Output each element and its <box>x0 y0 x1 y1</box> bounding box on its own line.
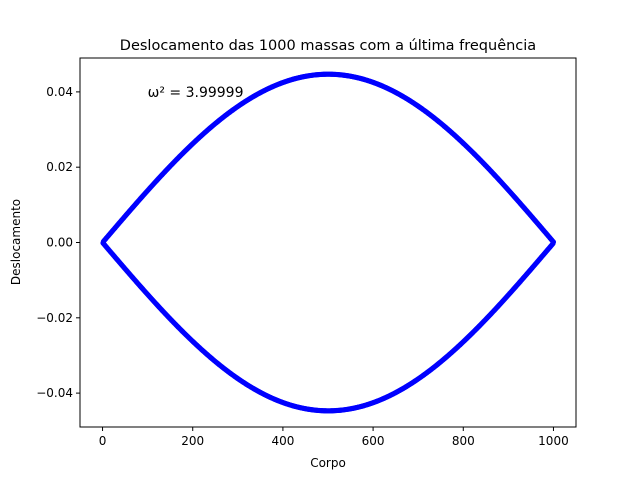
y-tick-label: 0.02 <box>46 160 73 174</box>
x-tick-label: 800 <box>452 434 475 448</box>
x-tick-label: 600 <box>362 434 385 448</box>
y-tick-label: −0.02 <box>36 311 73 325</box>
x-axis-label: Corpo <box>310 456 346 470</box>
y-tick-label: 0.00 <box>46 236 73 250</box>
x-axis: 0 200 400 600 800 1000 <box>99 427 569 448</box>
x-tick-label: 200 <box>181 434 204 448</box>
y-tick-label: −0.04 <box>36 386 73 400</box>
x-tick-label: 0 <box>99 434 107 448</box>
x-tick-label: 1000 <box>538 434 569 448</box>
chart-title: Deslocamento das 1000 massas com a últim… <box>120 38 536 54</box>
omega-annotation: ω² = 3.99999 <box>148 85 244 101</box>
y-axis-label: Deslocamento <box>9 199 23 285</box>
y-axis: −0.04 −0.02 0.00 0.02 0.04 <box>36 85 80 400</box>
data-point <box>550 239 557 245</box>
plot-area <box>79 57 577 428</box>
y-tick-label: 0.04 <box>46 85 73 99</box>
x-tick-label: 400 <box>271 434 294 448</box>
data-points <box>100 71 557 414</box>
